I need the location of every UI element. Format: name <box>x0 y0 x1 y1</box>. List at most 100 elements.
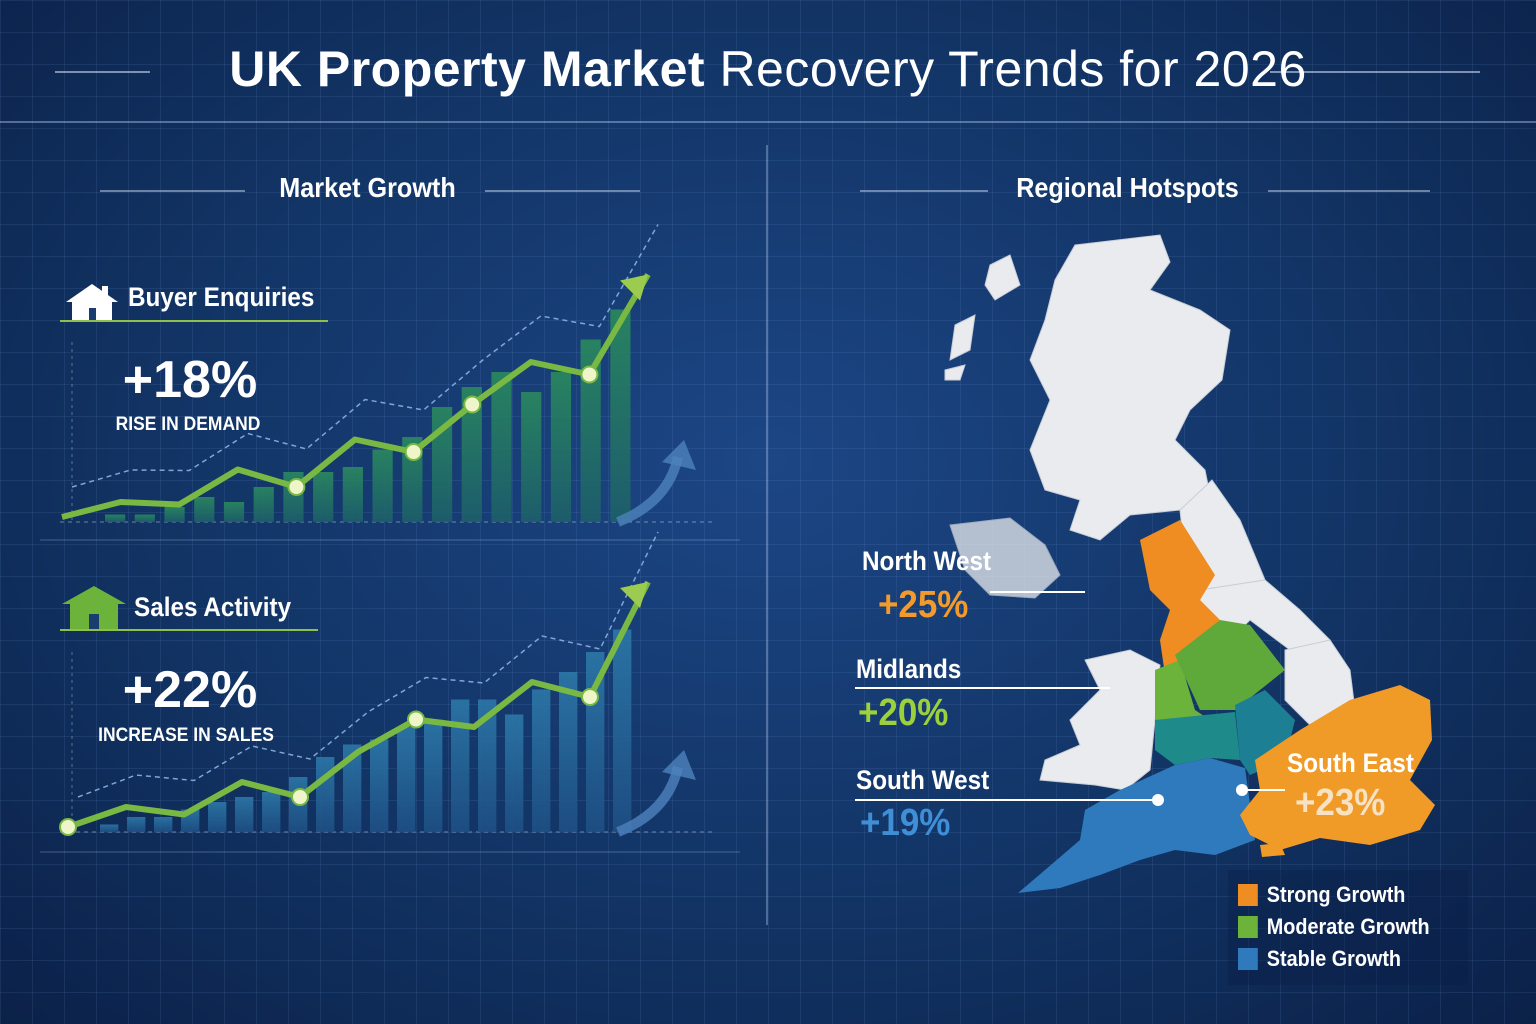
map-central-south <box>1155 712 1240 765</box>
chart-bar <box>194 497 215 522</box>
trend-line <box>67 580 651 830</box>
chart-bar <box>521 392 542 522</box>
map-midlands-west <box>1155 660 1210 730</box>
chart-bar <box>478 699 497 832</box>
trend-point <box>404 443 423 461</box>
chart-bar <box>100 824 119 832</box>
chart-bar <box>461 387 482 522</box>
chart-bar <box>127 817 146 832</box>
marker-south-west <box>1152 794 1164 806</box>
chart-bar <box>550 372 572 522</box>
map-isle-of-wight <box>1260 843 1285 857</box>
chart-bar <box>505 714 524 832</box>
legend-item-stable: Stable Growth <box>1238 946 1401 972</box>
marker-south-east <box>1236 784 1248 796</box>
buyer-enquiries-value: +18% <box>122 351 258 409</box>
secondary-arrow <box>616 765 683 837</box>
chart-bar <box>372 449 393 522</box>
map-wales <box>1039 649 1161 791</box>
title-rule-left <box>55 71 150 73</box>
buyer-enquiries-caption: RISE IN DEMAND <box>115 414 261 435</box>
chart-bar <box>235 797 254 832</box>
trend-point <box>407 710 425 729</box>
legend-item-moderate: Moderate Growth <box>1238 914 1430 940</box>
chart-bar <box>223 502 245 522</box>
chart-bar <box>424 719 443 832</box>
trend-line <box>61 272 651 520</box>
chart-bar <box>610 309 631 522</box>
trend-point <box>580 365 599 384</box>
page-title: UK Property Market Recovery Trends for 2… <box>0 40 1536 98</box>
trend-point <box>291 788 309 806</box>
legend: Strong Growth Moderate Growth Stable Gro… <box>1228 870 1468 985</box>
chart-bar <box>342 467 363 522</box>
region-value-midlands: +20% <box>858 692 949 734</box>
section-rule <box>100 190 245 192</box>
column-divider <box>766 145 768 925</box>
trend-dashed-line <box>71 224 659 488</box>
region-name-south-west: South West <box>856 765 990 795</box>
region-name-south-east: South East <box>1287 748 1414 778</box>
trend-arrowhead <box>620 582 648 608</box>
legend-label: Strong Growth <box>1266 882 1406 907</box>
title-rest: Recovery Trends for 2026 <box>719 41 1307 97</box>
trend-dashed-line <box>77 531 659 798</box>
chart-bar <box>164 507 185 522</box>
market-growth-heading: Market Growth <box>279 172 456 203</box>
header-divider <box>0 121 1536 123</box>
legend-swatch <box>1238 948 1258 970</box>
sales-activity-chart <box>59 531 715 837</box>
title-bold: UK Property Market <box>229 41 706 97</box>
region-name-north-west: North West <box>862 546 992 576</box>
legend-swatch <box>1238 884 1258 906</box>
section-rule <box>485 190 640 192</box>
market-charts <box>40 224 740 853</box>
chart-bar <box>491 372 512 522</box>
map-midlands-east <box>1175 620 1285 710</box>
region-value-south-west: +19% <box>860 802 951 844</box>
chart-bar <box>451 699 470 832</box>
house-icon <box>66 284 118 322</box>
legend-label: Moderate Growth <box>1266 914 1430 939</box>
chart-bar <box>208 802 227 832</box>
trend-point <box>59 818 77 836</box>
region-name-midlands: Midlands <box>856 654 962 684</box>
legend-item-strong: Strong Growth <box>1238 882 1405 908</box>
regional-hotspots-heading: Regional Hotspots <box>1016 172 1239 203</box>
map-islands <box>944 254 1021 381</box>
chart-bar <box>559 672 578 832</box>
chart-bar <box>580 339 601 522</box>
sales-activity-label: Sales Activity <box>134 592 292 622</box>
chart-bar <box>343 744 362 832</box>
buyer-enquiries-label: Buyer Enquiries <box>128 282 315 312</box>
chart-bar <box>134 514 155 522</box>
chart-bar <box>154 817 173 832</box>
legend-swatch <box>1238 916 1258 938</box>
map-south-west <box>1018 758 1255 893</box>
chart-bar <box>613 629 632 832</box>
section-rule <box>860 190 988 192</box>
section-rule <box>1268 190 1430 192</box>
chart-bar <box>262 792 281 832</box>
secondary-arrow <box>616 455 683 527</box>
chart-bar <box>397 727 416 832</box>
region-value-south-east: +23% <box>1295 782 1386 824</box>
sales-activity-value: +22% <box>122 661 258 719</box>
chart-bar <box>105 514 126 522</box>
buyer-enquiries-chart <box>60 224 715 527</box>
trend-point <box>463 395 482 414</box>
chart-bar <box>532 689 551 832</box>
secondary-arrowhead <box>662 440 696 470</box>
legend-label: Stable Growth <box>1266 946 1402 971</box>
title-rule-right <box>1270 71 1480 73</box>
chart-bar <box>370 739 389 832</box>
map-south-east <box>1240 685 1435 850</box>
sales-activity-caption: INCREASE IN SALES <box>98 725 274 746</box>
trend-point <box>581 688 599 706</box>
region-value-north-west: +25% <box>878 584 969 626</box>
map-northern-ireland <box>949 517 1061 599</box>
chart-bar <box>253 487 274 522</box>
trend-arrowhead <box>620 274 648 301</box>
secondary-arrowhead <box>662 750 696 780</box>
